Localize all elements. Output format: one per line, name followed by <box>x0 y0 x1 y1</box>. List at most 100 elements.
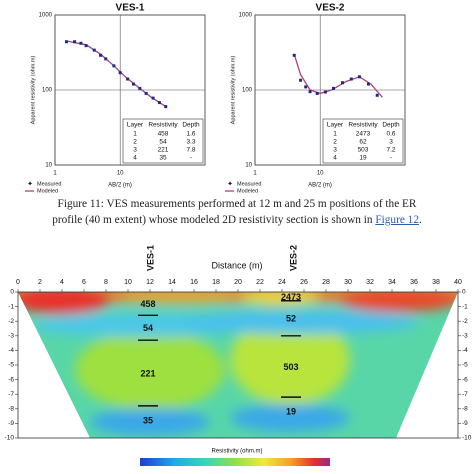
table-cell: 3 <box>333 147 337 154</box>
table-cell: 19 <box>359 155 367 162</box>
x-tick-label: 30 <box>344 279 352 286</box>
legend-marker: ✦ <box>27 180 33 188</box>
y-tick-label: -3 <box>8 333 14 340</box>
x-tick-label: 1 <box>53 171 57 177</box>
legend-label: Measured <box>237 181 261 187</box>
table-cell: - <box>390 155 392 162</box>
layer-resistivity: 503 <box>283 362 298 372</box>
layer-resistivity: 2473 <box>281 292 301 302</box>
x-tick-label: 26 <box>300 279 308 286</box>
table-cell: 3 <box>133 147 137 154</box>
table-cell: 2 <box>133 139 137 146</box>
x-tick-label: 6 <box>82 279 86 286</box>
x-tick-label: 4 <box>60 279 64 286</box>
x-axis-label: AB/2 (m) <box>308 183 332 189</box>
measured-point <box>308 90 312 94</box>
x-tick-label: 28 <box>322 279 330 286</box>
measured-point <box>112 64 116 68</box>
layer-resistivity: 54 <box>143 323 153 333</box>
y-tick-label: -10 <box>5 435 15 442</box>
measured-point <box>157 101 161 105</box>
x-tick-label: 40 <box>454 279 462 286</box>
table-cell: 3 <box>389 139 393 146</box>
measured-point <box>92 48 96 52</box>
table-cell: 2473 <box>356 131 371 138</box>
y-tick-label: -5 <box>462 362 468 369</box>
x-tick-label: 36 <box>410 279 418 286</box>
measured-point <box>104 57 108 61</box>
measured-point <box>349 77 353 81</box>
table-cell: 0.6 <box>386 131 395 138</box>
table-cell: 1 <box>333 131 337 138</box>
y-tick-label: -5 <box>8 362 14 369</box>
y-tick-label: 1000 <box>39 13 53 19</box>
layer-resistivity: 35 <box>143 415 153 425</box>
panel-title: VES-1 <box>116 3 145 14</box>
measured-point <box>164 105 168 109</box>
measured-point <box>315 91 319 95</box>
x-tick-label: 20 <box>234 279 242 286</box>
measured-point <box>304 85 308 89</box>
table-cell: 503 <box>358 147 369 154</box>
measured-point <box>79 41 83 45</box>
y-tick-label: -4 <box>462 347 468 354</box>
resistivity-section <box>18 292 458 438</box>
y-tick-label: -2 <box>8 318 14 325</box>
x-tick-label: 32 <box>366 279 374 286</box>
measured-point <box>144 91 148 95</box>
x-tick-label: 38 <box>432 279 440 286</box>
y-tick-label: -2 <box>462 318 468 325</box>
caption-line: Figure 11: VES measurements performed at… <box>57 198 417 210</box>
caption-end: . <box>418 214 422 226</box>
x-tick-label: 12 <box>146 279 154 286</box>
table-header: Resistivity <box>148 122 178 129</box>
table-cell: 458 <box>158 131 169 138</box>
table-cell: 7.2 <box>386 147 395 154</box>
table-cell: 4 <box>333 155 337 162</box>
table-cell: 3.3 <box>186 139 195 146</box>
figure-link[interactable]: Figure 12 <box>375 214 419 226</box>
layer-resistivity: 52 <box>286 314 296 324</box>
y-tick-label: -8 <box>8 406 14 413</box>
y-tick-label: 0 <box>462 289 466 296</box>
table-header: Depth <box>182 122 200 129</box>
measured-point <box>357 75 361 79</box>
measured-point <box>331 86 335 90</box>
x-tick-label: 34 <box>388 279 396 286</box>
y-tick-label: 10 <box>45 163 52 169</box>
y-tick-label: -7 <box>462 391 468 398</box>
layer-resistivity: 458 <box>140 299 155 309</box>
table-cell: 1 <box>133 131 137 138</box>
ves-label: VES-1 <box>145 245 155 271</box>
y-tick-label: -6 <box>462 376 468 383</box>
y-tick-label: -7 <box>8 391 14 398</box>
table-cell: 2 <box>333 139 337 146</box>
table-cell: 4 <box>133 155 137 162</box>
table-cell: - <box>190 155 192 162</box>
measured-point <box>118 71 122 75</box>
y-tick-label: 10 <box>245 163 252 169</box>
y-tick-label: -1 <box>8 303 14 310</box>
modeled-curve <box>66 40 167 108</box>
y-tick-label: -6 <box>8 376 14 383</box>
measured-point <box>73 40 77 44</box>
x-tick-label: 1 <box>253 171 257 177</box>
y-tick-label: 100 <box>242 88 253 94</box>
measured-point <box>126 77 130 81</box>
legend-label: Modeled <box>37 188 58 194</box>
legend-label: Modeled <box>237 188 258 194</box>
ves-label: VES-2 <box>288 245 298 271</box>
figure-caption: Figure 11: VES measurements performed at… <box>0 196 474 228</box>
modeled-curve <box>293 54 383 98</box>
colorbar-label: Resistivity (ohm.m) <box>211 449 262 455</box>
measured-point <box>131 82 135 86</box>
x-tick-label: 8 <box>104 279 108 286</box>
measured-point <box>375 93 379 97</box>
x-tick-label: 0 <box>16 279 20 286</box>
layer-table <box>122 118 204 164</box>
layer-resistivity: 19 <box>286 406 296 416</box>
table-cell: 54 <box>159 139 167 146</box>
table-cell: 221 <box>158 147 169 154</box>
